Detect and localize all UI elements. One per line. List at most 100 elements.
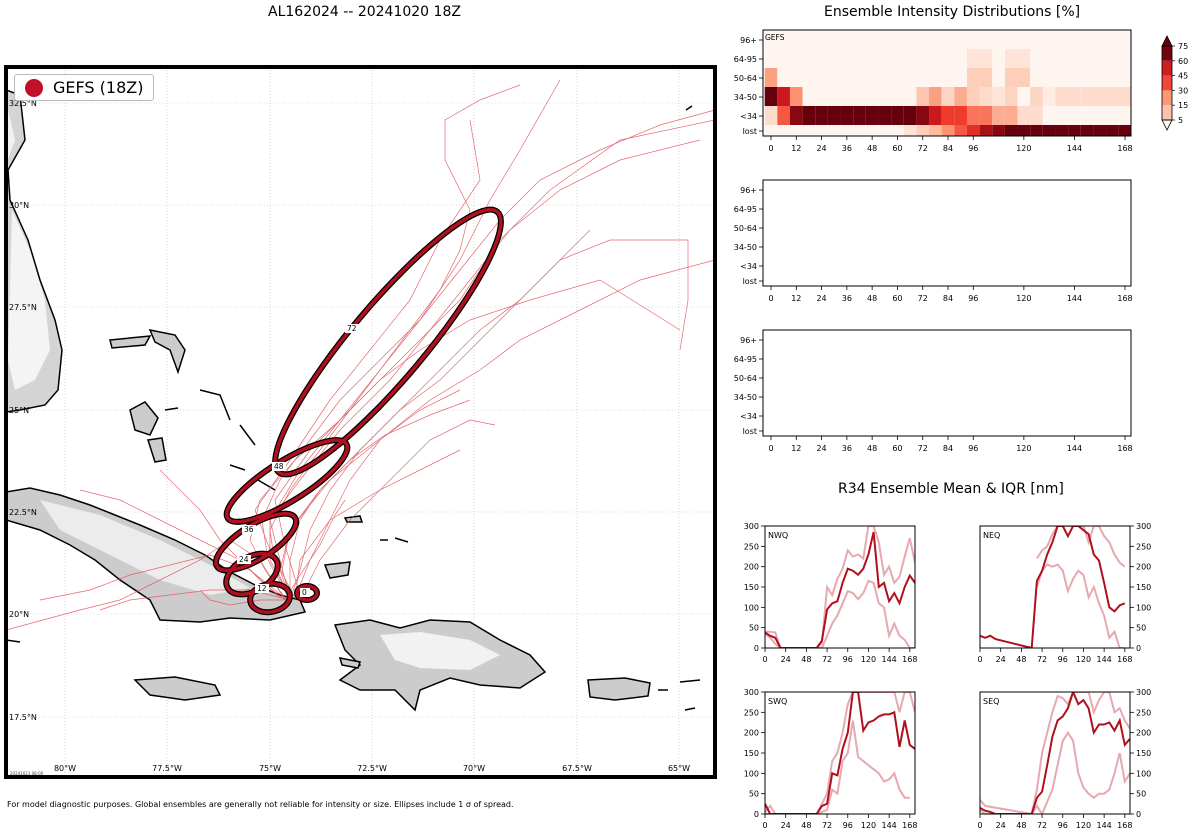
heatmap-cell	[992, 68, 1005, 87]
heatmap-xtick-label: 144	[1067, 144, 1082, 153]
r34-ytick-label: 250	[744, 708, 759, 717]
heatmap-ytick-label: 34-50	[734, 93, 757, 102]
r34-ytick-label: 200	[744, 729, 759, 738]
colorbar-segment	[1162, 75, 1172, 91]
heatmap-cell	[777, 68, 790, 87]
r34-ytick-label: 100	[1136, 603, 1151, 612]
heatmap-cell	[1004, 68, 1018, 87]
heatmap-cell	[1093, 106, 1107, 125]
map-legend: GEFS (18Z)	[14, 74, 155, 101]
heatmap-cell	[827, 49, 841, 68]
colorbar-extend-top	[1161, 35, 1173, 47]
heatmap-ytick-label: 96+	[740, 186, 757, 195]
r34-xtick-label: 120	[861, 655, 876, 664]
heatmap-cell	[979, 125, 993, 136]
heatmap-cell	[764, 30, 778, 49]
heatmap-xtick-label: 36	[842, 294, 852, 303]
heatmap-cell	[929, 125, 942, 136]
heatmap-cell	[916, 49, 930, 68]
heatmap-cell	[1030, 87, 1043, 106]
heatmap-cell	[992, 106, 1005, 125]
heatmap-ytick-label: lost	[743, 427, 757, 436]
heatmap-ytick-label: <34	[740, 112, 757, 121]
r34-xtick-label: 96	[1058, 655, 1068, 664]
heatmap-cell	[1068, 87, 1081, 106]
heatmap-xtick-label: 60	[892, 144, 902, 153]
r34-quadrant-label: SEQ	[983, 697, 999, 706]
r34-xtick-label: 168	[1117, 655, 1132, 664]
heatmap-ytick-label: lost	[743, 127, 757, 136]
map-gridlines	[6, 67, 715, 777]
r34-q75-line	[980, 692, 1130, 814]
lat-label: 27.5°N	[9, 303, 37, 312]
r34-ytick-label: 250	[1136, 542, 1151, 551]
heatmap-cell	[916, 106, 930, 125]
heatmap-cell	[1068, 106, 1081, 125]
heatmap-xtick-label: 24	[816, 444, 826, 453]
heatmap-cell	[929, 68, 942, 87]
r34-ytick-label: 50	[1136, 790, 1146, 799]
r34-ytick-label: 200	[744, 563, 759, 572]
colorbar-extend-bottom	[1161, 119, 1173, 131]
r34-q25-line	[1035, 563, 1125, 648]
heatmap-cell	[954, 125, 967, 136]
heatmap-cell	[1055, 125, 1069, 136]
heatmap-cell	[941, 106, 955, 125]
heatmap-cell	[903, 106, 917, 125]
r34-xtick-label: 144	[881, 821, 896, 830]
r34-xtick-label: 144	[1096, 821, 1111, 830]
heatmap-cell	[903, 68, 917, 87]
heatmap-cell	[1106, 87, 1119, 106]
heatmap-cell	[815, 106, 828, 125]
heatmap-cell	[1017, 87, 1031, 106]
heatmap-xtick-label: 36	[842, 444, 852, 453]
r34-ytick-label: 0	[1136, 810, 1141, 819]
heatmap-cell	[827, 30, 841, 49]
heatmap-cell	[1106, 30, 1119, 49]
heatmap-cell	[1004, 125, 1018, 136]
puerto-rico	[587, 677, 651, 701]
r34-ytick-label: 300	[744, 522, 759, 531]
heatmap-cell	[903, 49, 917, 68]
heatmap-cell	[777, 125, 790, 136]
heatmap-xtick-label: 144	[1067, 294, 1082, 303]
heatmap-cell	[1004, 30, 1018, 49]
heatmap-cell	[827, 68, 841, 87]
heatmap-xtick-label: 84	[943, 444, 953, 453]
heatmap-cell	[979, 68, 993, 87]
heatmap-cell	[764, 87, 778, 106]
r34-quadrant-label: NEQ	[983, 531, 1000, 540]
heatmap-cell	[891, 30, 904, 49]
heatmap-cell	[1030, 49, 1043, 68]
heatmap-cell	[1118, 125, 1131, 136]
lon-label: 80°W	[54, 764, 76, 773]
heatmap-xtick-label: 12	[791, 144, 801, 153]
heatmap-cell	[1042, 106, 1056, 125]
r34-panel-seq: SEQ 300 250 200 150 100 50 0 0 24 48 72 96 120 144 168	[977, 688, 1151, 830]
r34-ytick-label: 300	[1136, 688, 1151, 697]
heatmap-cell	[802, 49, 816, 68]
heatmap-cell	[992, 87, 1005, 106]
r34-ytick-label: 50	[749, 624, 759, 633]
heatmap-cell	[802, 125, 816, 136]
r34-title: R34 Ensemble Mean & IQR [nm]	[838, 481, 1064, 497]
heatmap-cell	[1118, 68, 1131, 87]
heatmap-xtick-label: 120	[1016, 294, 1031, 303]
heatmap-cell	[992, 30, 1005, 49]
heatmap-cell	[878, 125, 892, 136]
heatmap-xtick-label: 36	[842, 144, 852, 153]
heatmap-cell	[966, 68, 980, 87]
ellipse-0h	[295, 584, 319, 602]
heatmap-xtick-label: 168	[1117, 444, 1132, 453]
lon-label: 65°W	[668, 764, 690, 773]
heatmap-cell	[941, 87, 955, 106]
heatmap-cell	[1106, 125, 1119, 136]
heatmap-ytick-label: 50-64	[734, 74, 757, 83]
heatmap-ytick-label: 34-50	[734, 393, 757, 402]
heatmap-cell	[1068, 49, 1081, 68]
heatmap-cell	[777, 87, 790, 106]
r34-ytick-label: 250	[1136, 708, 1151, 717]
lat-label: 20°N	[9, 610, 29, 619]
legend-label: GEFS (18Z)	[53, 78, 144, 97]
heatmap-frame-3	[762, 329, 1132, 437]
